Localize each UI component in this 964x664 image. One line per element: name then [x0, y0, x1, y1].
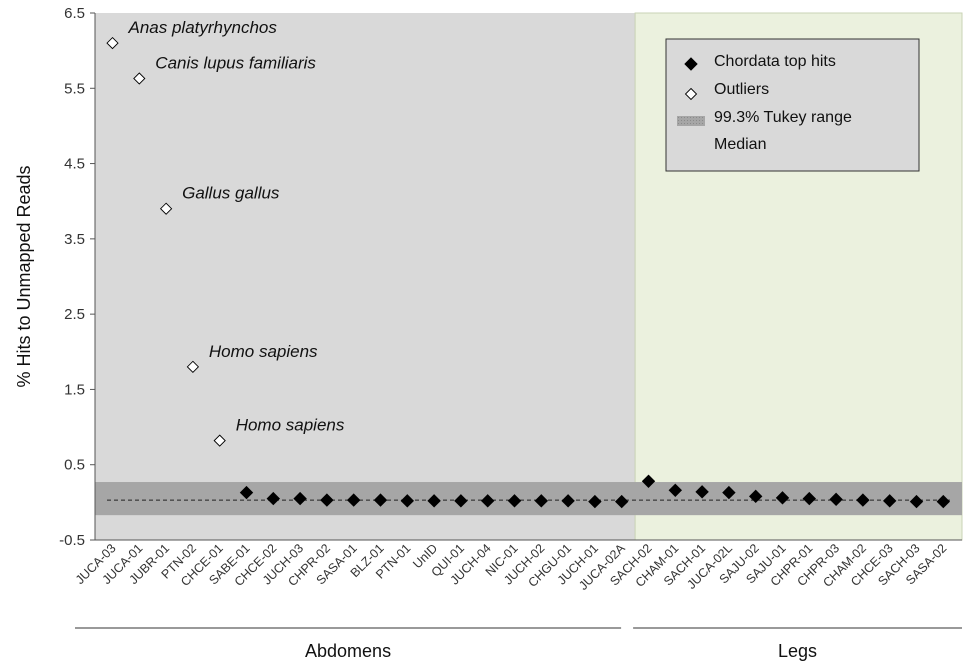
chordata-top-hit-point [775, 491, 790, 505]
outlier-annotation: Canis lupus familiaris [155, 53, 316, 72]
y-tick-label: 4.5 [64, 156, 85, 173]
outlier-annotation: Gallus gallus [182, 184, 280, 203]
chordata-top-hit-point [507, 494, 522, 508]
data-points [106, 36, 951, 509]
chordata-top-hit-point [856, 493, 870, 507]
chordata-top-hit-point [561, 494, 575, 508]
legend-open-diamond-icon [684, 87, 698, 101]
outlier-annotation: Homo sapiens [209, 342, 318, 361]
chordata-top-hit-point [641, 474, 656, 488]
legend-entry-median: Median [714, 136, 766, 153]
y-tick-label: 2.5 [64, 306, 85, 323]
chordata-top-hit-point [239, 485, 254, 500]
outlier-annotation: Anas platyrhynchos [128, 18, 278, 37]
chordata-top-hit-point [454, 494, 468, 508]
chordata-top-hit-point [400, 494, 415, 508]
chordata-top-hit-point [534, 494, 549, 508]
y-axis-title: % Hits to Unmapped Reads [14, 165, 34, 387]
chordata-top-hit-point [695, 485, 709, 499]
legend-entry-top-hits: Chordata top hits [714, 53, 836, 70]
tukey-range-band [95, 482, 962, 516]
chordata-top-hit-point [668, 483, 683, 498]
outlier-point [186, 360, 200, 373]
outlier-annotations: Anas platyrhynchos Canis lupus familiaris… [128, 18, 345, 435]
chordata-top-hit-point [293, 491, 307, 506]
y-tick-labels: 6.5 5.5 4.5 3.5 2.5 1.5 0.5 -0.5 [59, 5, 95, 549]
outlier-point [213, 434, 226, 447]
chordata-top-hit-point [588, 494, 602, 509]
y-tick-label: -0.5 [59, 532, 85, 549]
chordata-top-hit-point [909, 494, 924, 509]
legend-box [665, 38, 920, 172]
chordata-top-hit-point [373, 493, 388, 507]
chordata-top-hit-point [882, 494, 897, 508]
outlier-point [133, 72, 146, 85]
group-label-abdomens: Abdomens [305, 641, 391, 661]
legend-entry-outliers: Outliers [714, 81, 769, 98]
legend-filled-diamond-icon [684, 57, 698, 71]
y-tick-label: 3.5 [64, 231, 85, 248]
y-tick-label: 6.5 [64, 5, 85, 22]
chordata-top-hit-point [427, 494, 441, 508]
outlier-point [159, 202, 173, 215]
chordata-top-hit-point [748, 489, 763, 504]
chordata-top-hit-point [829, 492, 843, 507]
chordata-top-hit-point [936, 494, 951, 509]
chordata-top-hit-point [480, 494, 495, 508]
legend-entry-tukey-range: 99.3% Tukey range [714, 109, 852, 126]
chordata-top-hit-point [802, 491, 817, 506]
x-category-labels: JUCA-03JUCA-01JUBR-01PTN-02CHCE-01SABE-0… [73, 541, 950, 593]
axes [94, 13, 962, 541]
group-label-legs: Legs [778, 641, 817, 661]
chordata-top-hit-point [266, 491, 281, 506]
y-tick-label: 0.5 [64, 457, 85, 474]
outlier-point [106, 36, 119, 50]
chordata-top-hit-point [346, 493, 361, 507]
legend-tukey-swatch-icon [677, 116, 705, 126]
y-tick-label: 5.5 [64, 80, 85, 97]
group-brackets: Abdomens Legs [75, 627, 962, 661]
abdomens-region [95, 13, 636, 540]
chordata-top-hit-point [614, 494, 629, 509]
y-tick-label: 1.5 [64, 381, 85, 398]
chordata-top-hit-point [722, 485, 736, 500]
outlier-annotation: Homo sapiens [236, 416, 345, 435]
legend: Chordata top hits Outliers 99.3% Tukey r… [665, 38, 920, 172]
chordata-top-hit-point [320, 493, 334, 507]
